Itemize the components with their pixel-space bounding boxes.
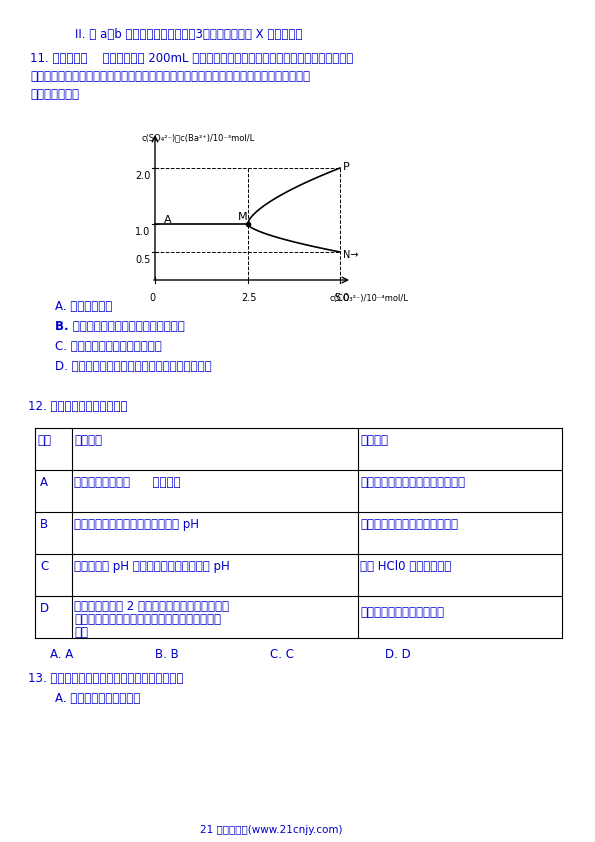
Text: C: C: [40, 560, 48, 573]
Text: 0.5: 0.5: [135, 255, 151, 265]
Text: A. A: A. A: [50, 648, 73, 661]
Text: 浓度的溶液，再分别加入相同体积不同浓度的稀: 浓度的溶液，再分别加入相同体积不同浓度的稀: [74, 613, 221, 626]
Text: 确定钠和铁两元素非金属性弱强: 确定钠和铁两元素非金属性弱强: [360, 518, 458, 531]
Text: C. C: C. C: [270, 648, 294, 661]
Text: A: A: [40, 476, 48, 489]
Text: D. 恰好全部转化为时，溶液中离子浓度大小为：: D. 恰好全部转化为时，溶液中离子浓度大小为：: [55, 360, 212, 373]
Text: 序号: 序号: [37, 434, 51, 447]
Text: D: D: [40, 602, 49, 615]
Text: 13. 某有机物分子式为，下列有关说法正确的是: 13. 某有机物分子式为，下列有关说法正确的是: [28, 672, 183, 685]
Text: 12. 下列不能达到实验目的是: 12. 下列不能达到实验目的是: [28, 400, 127, 413]
Text: 11. 常温下，将    粉末置于盛有 200mL 蒸馏水的烧杯中，然后向烧杯中加入固体忽视溶液体: 11. 常温下，将 粉末置于盛有 200mL 蒸馏水的烧杯中，然后向烧杯中加入固…: [30, 52, 353, 65]
Text: II. 若 a、b 的酶底的是关系为；；3，则可推知固体 X 的化学式为: II. 若 a、b 的酶底的是关系为；；3，则可推知固体 X 的化学式为: [75, 28, 302, 41]
Text: 21 世纪教育网(www.21cnjy.com): 21 世纪教育网(www.21cnjy.com): [200, 825, 343, 835]
Text: c(CO₃²⁻)/10⁻⁴mol/L: c(CO₃²⁻)/10⁻⁴mol/L: [330, 294, 409, 303]
Text: 在相同温度下钠和饱和钠和香和的 pH: 在相同温度下钠和饱和钠和香和的 pH: [74, 518, 199, 531]
Text: M: M: [237, 212, 247, 222]
Text: 2.0: 2.0: [135, 171, 151, 181]
Text: 1.0: 1.0: [135, 227, 151, 237]
Text: C. 若使全部转化为，至少要加入: C. 若使全部转化为，至少要加入: [55, 340, 162, 353]
Text: A: A: [164, 215, 172, 225]
Text: 用石墨电极电解、      的混合液: 用石墨电极电解、 的混合液: [74, 476, 180, 489]
Text: A. 共一个代可能只有一种: A. 共一个代可能只有一种: [55, 692, 140, 705]
Text: 常温下，分别向 2 支试管中加入相同体积、相同: 常温下，分别向 2 支试管中加入相同体积、相同: [74, 600, 229, 613]
Text: 实验内容: 实验内容: [74, 434, 102, 447]
Text: 常温下，用 pH 计算确定钠为钠和钠和的 pH: 常温下，用 pH 计算确定钠为钠和钠和的 pH: [74, 560, 230, 573]
Text: D. D: D. D: [385, 648, 411, 661]
Text: 实验目的: 实验目的: [360, 434, 388, 447]
Text: 比较 HCl0 和酯酸性弱强: 比较 HCl0 和酯酸性弱强: [360, 560, 451, 573]
Text: 2.5: 2.5: [242, 293, 257, 303]
Text: 积的变化并充分摇摆，加入固体的过程中，溶液中几种离子的浓度变化曲线如图所示，下列: 积的变化并充分摇摆，加入固体的过程中，溶液中几种离子的浓度变化曲线如图所示，下列: [30, 70, 310, 83]
Text: c(SO₄²⁻)等c(Ba²⁺)/10⁻³mol/L: c(SO₄²⁻)等c(Ba²⁺)/10⁻³mol/L: [141, 133, 254, 142]
Text: A. 相同温度时，: A. 相同温度时，: [55, 300, 112, 313]
Text: N→: N→: [343, 250, 359, 260]
Text: B. 在水中的溶解度、均比在溶液中的大: B. 在水中的溶解度、均比在溶液中的大: [55, 320, 185, 333]
Text: 5.0: 5.0: [334, 293, 349, 303]
Text: 研究浓度对反应速率的影响: 研究浓度对反应速率的影响: [360, 606, 444, 619]
Text: 说法中正确的是: 说法中正确的是: [30, 88, 79, 101]
Text: B: B: [40, 518, 48, 531]
Text: 比较确定钠和铁的金属活动性强弱: 比较确定钠和铁的金属活动性强弱: [360, 476, 465, 489]
Text: 0: 0: [149, 293, 155, 303]
Text: 硫酸: 硫酸: [74, 626, 88, 639]
Text: P: P: [343, 162, 350, 172]
Text: B. B: B. B: [155, 648, 178, 661]
